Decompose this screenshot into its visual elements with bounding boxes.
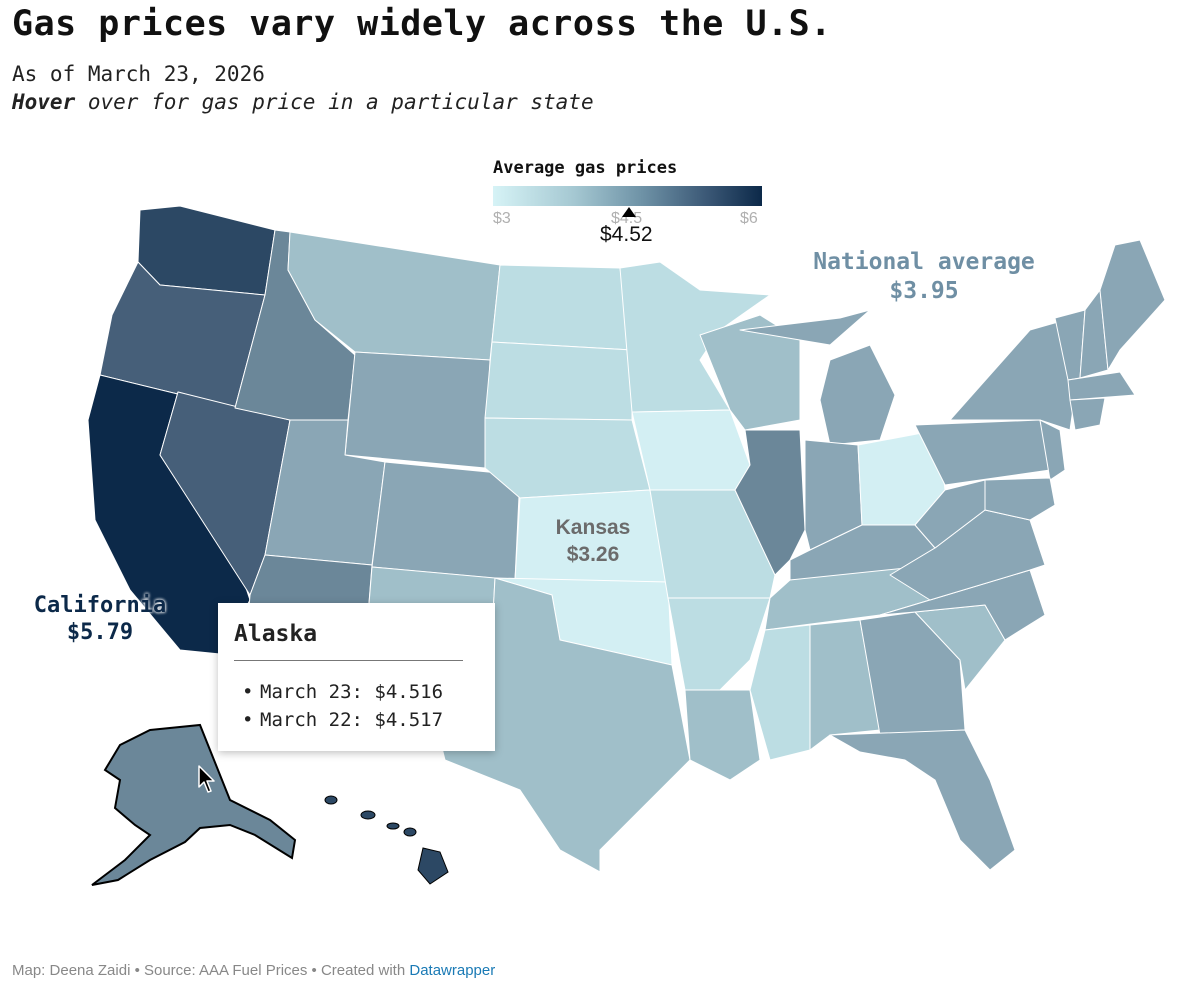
legend-title: Average gas prices (493, 158, 678, 178)
hover-tooltip: Alaska • March 23: $4.516 • March 22: $4.5… (218, 603, 495, 751)
legend-gradient-bar (493, 186, 762, 206)
tooltip-row: • March 22: $4.517 (242, 709, 443, 731)
datawrapper-link[interactable]: Datawrapper (409, 962, 496, 979)
state-missouri[interactable] (649, 489, 776, 599)
state-illinois[interactable] (734, 429, 806, 576)
state-florida[interactable] (829, 729, 1016, 871)
state-mississippi[interactable] (749, 624, 811, 761)
state-wyoming[interactable] (344, 351, 491, 469)
state-wisconsin[interactable] (699, 314, 801, 431)
state-alaska[interactable] (91, 723, 297, 886)
state-south-dakota[interactable] (484, 341, 633, 421)
bullet-icon: • (242, 681, 254, 703)
state-arkansas[interactable] (667, 597, 771, 691)
california-annotation: California $5.79 (20, 592, 180, 646)
page-title: Gas prices vary widely across the U.S. (12, 4, 832, 44)
bullet-icon: • (242, 709, 254, 731)
state-alabama[interactable] (809, 619, 881, 751)
hover-instruction-bold: Hover (12, 90, 76, 114)
state-nebraska[interactable] (484, 417, 651, 499)
national-average-label: National average (813, 249, 1035, 275)
state-massachusetts[interactable] (1067, 371, 1136, 401)
color-legend: Average gas prices $3 $4.5 $6 (493, 158, 763, 227)
state-louisiana[interactable] (684, 689, 761, 781)
california-label: California (33, 593, 167, 618)
national-average-annotation: National average $3.95 (804, 248, 1044, 306)
kansas-label: Kansas (555, 516, 631, 539)
date-subtitle: As of March 23, 2026 (12, 62, 265, 86)
legend-tick-max: $6 (740, 210, 758, 227)
state-new-jersey[interactable] (1039, 419, 1066, 481)
state-washington[interactable] (137, 205, 276, 296)
footer-credits: Map: Deena Zaidi • Source: AAA Fuel Pric… (12, 962, 495, 979)
arrow-cursor-icon (198, 765, 215, 793)
tooltip-row-text: March 22: $4.517 (260, 709, 444, 731)
state-hawaii[interactable] (324, 795, 449, 885)
tooltip-row-text: March 23: $4.516 (260, 681, 444, 703)
state-new-york[interactable] (949, 319, 1076, 431)
tooltip-row: • March 23: $4.516 (242, 681, 443, 703)
state-maryland[interactable] (984, 477, 1056, 521)
state-iowa[interactable] (631, 409, 751, 491)
national-average-value: $3.95 (889, 278, 959, 304)
state-michigan[interactable] (739, 309, 896, 446)
legend-marker-value: $4.52 (600, 223, 653, 246)
state-connecticut[interactable] (1069, 397, 1106, 431)
kansas-annotation: Kansas $3.26 (538, 514, 648, 568)
california-value: $5.79 (66, 620, 134, 645)
tooltip-state-name: Alaska (234, 621, 318, 647)
kansas-value: $3.26 (566, 543, 620, 566)
legend-tick-min: $3 (493, 210, 511, 227)
state-colorado[interactable] (371, 461, 521, 581)
state-north-dakota[interactable] (491, 264, 633, 351)
state-georgia[interactable] (859, 611, 966, 736)
tooltip-divider (234, 660, 463, 661)
triangle-marker-icon (622, 207, 636, 217)
footer-text: Map: Deena Zaidi • Source: AAA Fuel Pric… (12, 962, 410, 979)
hover-instruction-rest: over for gas price in a particular state (75, 90, 594, 114)
hover-instruction: Hover over for gas price in a particular… (12, 90, 594, 114)
state-maine[interactable] (1099, 239, 1166, 371)
